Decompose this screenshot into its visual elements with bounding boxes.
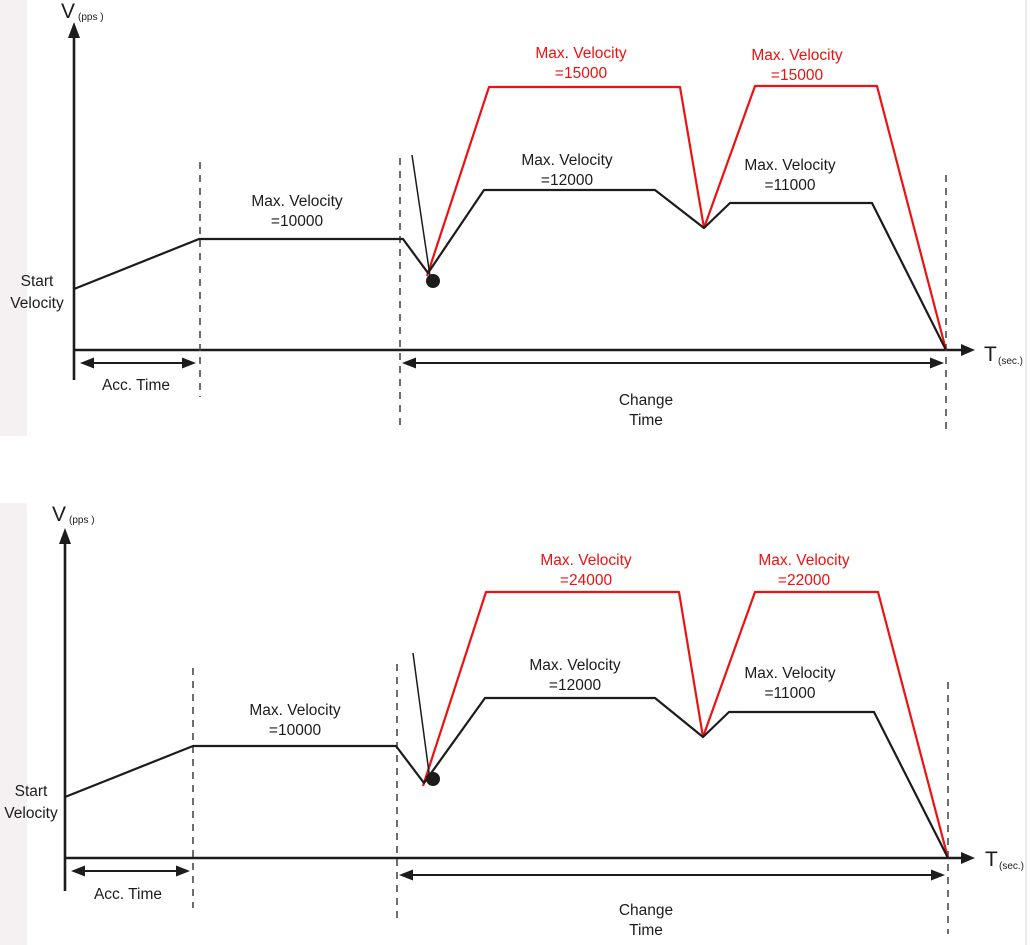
x-axis-arrow-icon: [961, 344, 975, 356]
max-velocity-10000-label-line1: Max. Velocity: [249, 702, 341, 719]
max-velocity-10000-label-line1: Max. Velocity: [251, 193, 343, 210]
y-axis-label: V: [52, 503, 66, 526]
change-point-marker: [426, 772, 440, 786]
acc-time-label: Acc. Time: [102, 377, 170, 394]
y-axis-label: V: [61, 0, 75, 23]
change-time-label-line2: Time: [629, 922, 663, 939]
acc-time-arrow-right-icon: [182, 357, 196, 369]
max-velocity-red1-label-line1: Max. Velocity: [535, 45, 627, 62]
start-velocity-label-line1: Start: [15, 783, 48, 800]
velocity-profile-figure-2: V (pps ) T (sec.) Start Velocity Max. Ve…: [4, 503, 1024, 939]
max-velocity-red2-label-line2: =15000: [771, 67, 824, 84]
change-time-label-line1: Change: [619, 392, 673, 409]
x-axis-label: T: [985, 848, 998, 871]
change-time-arrow-right-icon: [930, 357, 944, 369]
max-velocity-red1-label-line2: =24000: [560, 572, 613, 589]
velocity-profile-figure-1: V (pps ) T (sec.) Start Velocity Max. Ve…: [10, 0, 1023, 430]
start-velocity-label-line1: Start: [21, 273, 54, 290]
page-left-strip-bottom: [0, 503, 27, 945]
y-axis-unit: (pps ): [78, 12, 104, 23]
acc-time-arrow-right-icon: [176, 865, 190, 877]
change-time-arrow-right-icon: [931, 869, 945, 881]
acc-time-arrow-left-icon: [80, 357, 94, 369]
x-axis-arrow-icon: [961, 852, 975, 864]
change-point-marker: [426, 274, 440, 288]
page-left-strip-top: [0, 0, 27, 436]
max-velocity-10000-label-line2: =10000: [271, 213, 324, 230]
max-velocity-11000-label-line2: =11000: [764, 685, 815, 702]
change-point-callout-line: [411, 154, 431, 277]
max-velocity-12000-label-line1: Max. Velocity: [529, 657, 621, 674]
max-velocity-12000-label-line1: Max. Velocity: [521, 152, 613, 169]
x-axis-label: T: [984, 343, 997, 366]
x-axis-unit: (sec.): [999, 861, 1024, 872]
y-axis-arrow-icon: [59, 528, 71, 544]
start-velocity-label-line2: Velocity: [4, 805, 58, 822]
start-velocity-label-line2: Velocity: [10, 295, 64, 312]
max-velocity-11000-label-line1: Max. Velocity: [744, 665, 836, 682]
x-axis-unit: (sec.): [998, 356, 1023, 367]
changed-velocity-profile-line: [425, 84, 948, 351]
max-velocity-red1-label-line2: =15000: [555, 65, 608, 82]
max-velocity-red2-label-line1: Max. Velocity: [758, 552, 850, 569]
max-velocity-red1-label-line1: Max. Velocity: [540, 552, 632, 569]
original-velocity-profile-line: [73, 188, 947, 351]
change-time-arrow-left-icon: [402, 357, 416, 369]
change-time-label-line2: Time: [629, 412, 663, 429]
max-velocity-12000-label-line2: =12000: [541, 172, 594, 189]
change-time-arrow-left-icon: [399, 869, 413, 881]
max-velocity-red2-label-line2: =22000: [778, 572, 831, 589]
max-velocity-11000-label-line2: =11000: [764, 177, 815, 194]
changed-velocity-profile-line: [421, 590, 950, 859]
max-velocity-11000-label-line1: Max. Velocity: [744, 157, 836, 174]
change-point-callout-line: [412, 652, 431, 781]
change-time-label-line1: Change: [619, 902, 673, 919]
acc-time-label: Acc. Time: [94, 886, 162, 903]
original-velocity-profile-line: [64, 696, 949, 859]
max-velocity-red2-label-line1: Max. Velocity: [751, 47, 843, 64]
max-velocity-12000-label-line2: =12000: [549, 677, 602, 694]
y-axis-unit: (pps ): [69, 515, 95, 526]
y-axis-arrow-icon: [68, 22, 80, 38]
max-velocity-10000-label-line2: =10000: [269, 722, 322, 739]
acc-time-arrow-left-icon: [71, 865, 85, 877]
